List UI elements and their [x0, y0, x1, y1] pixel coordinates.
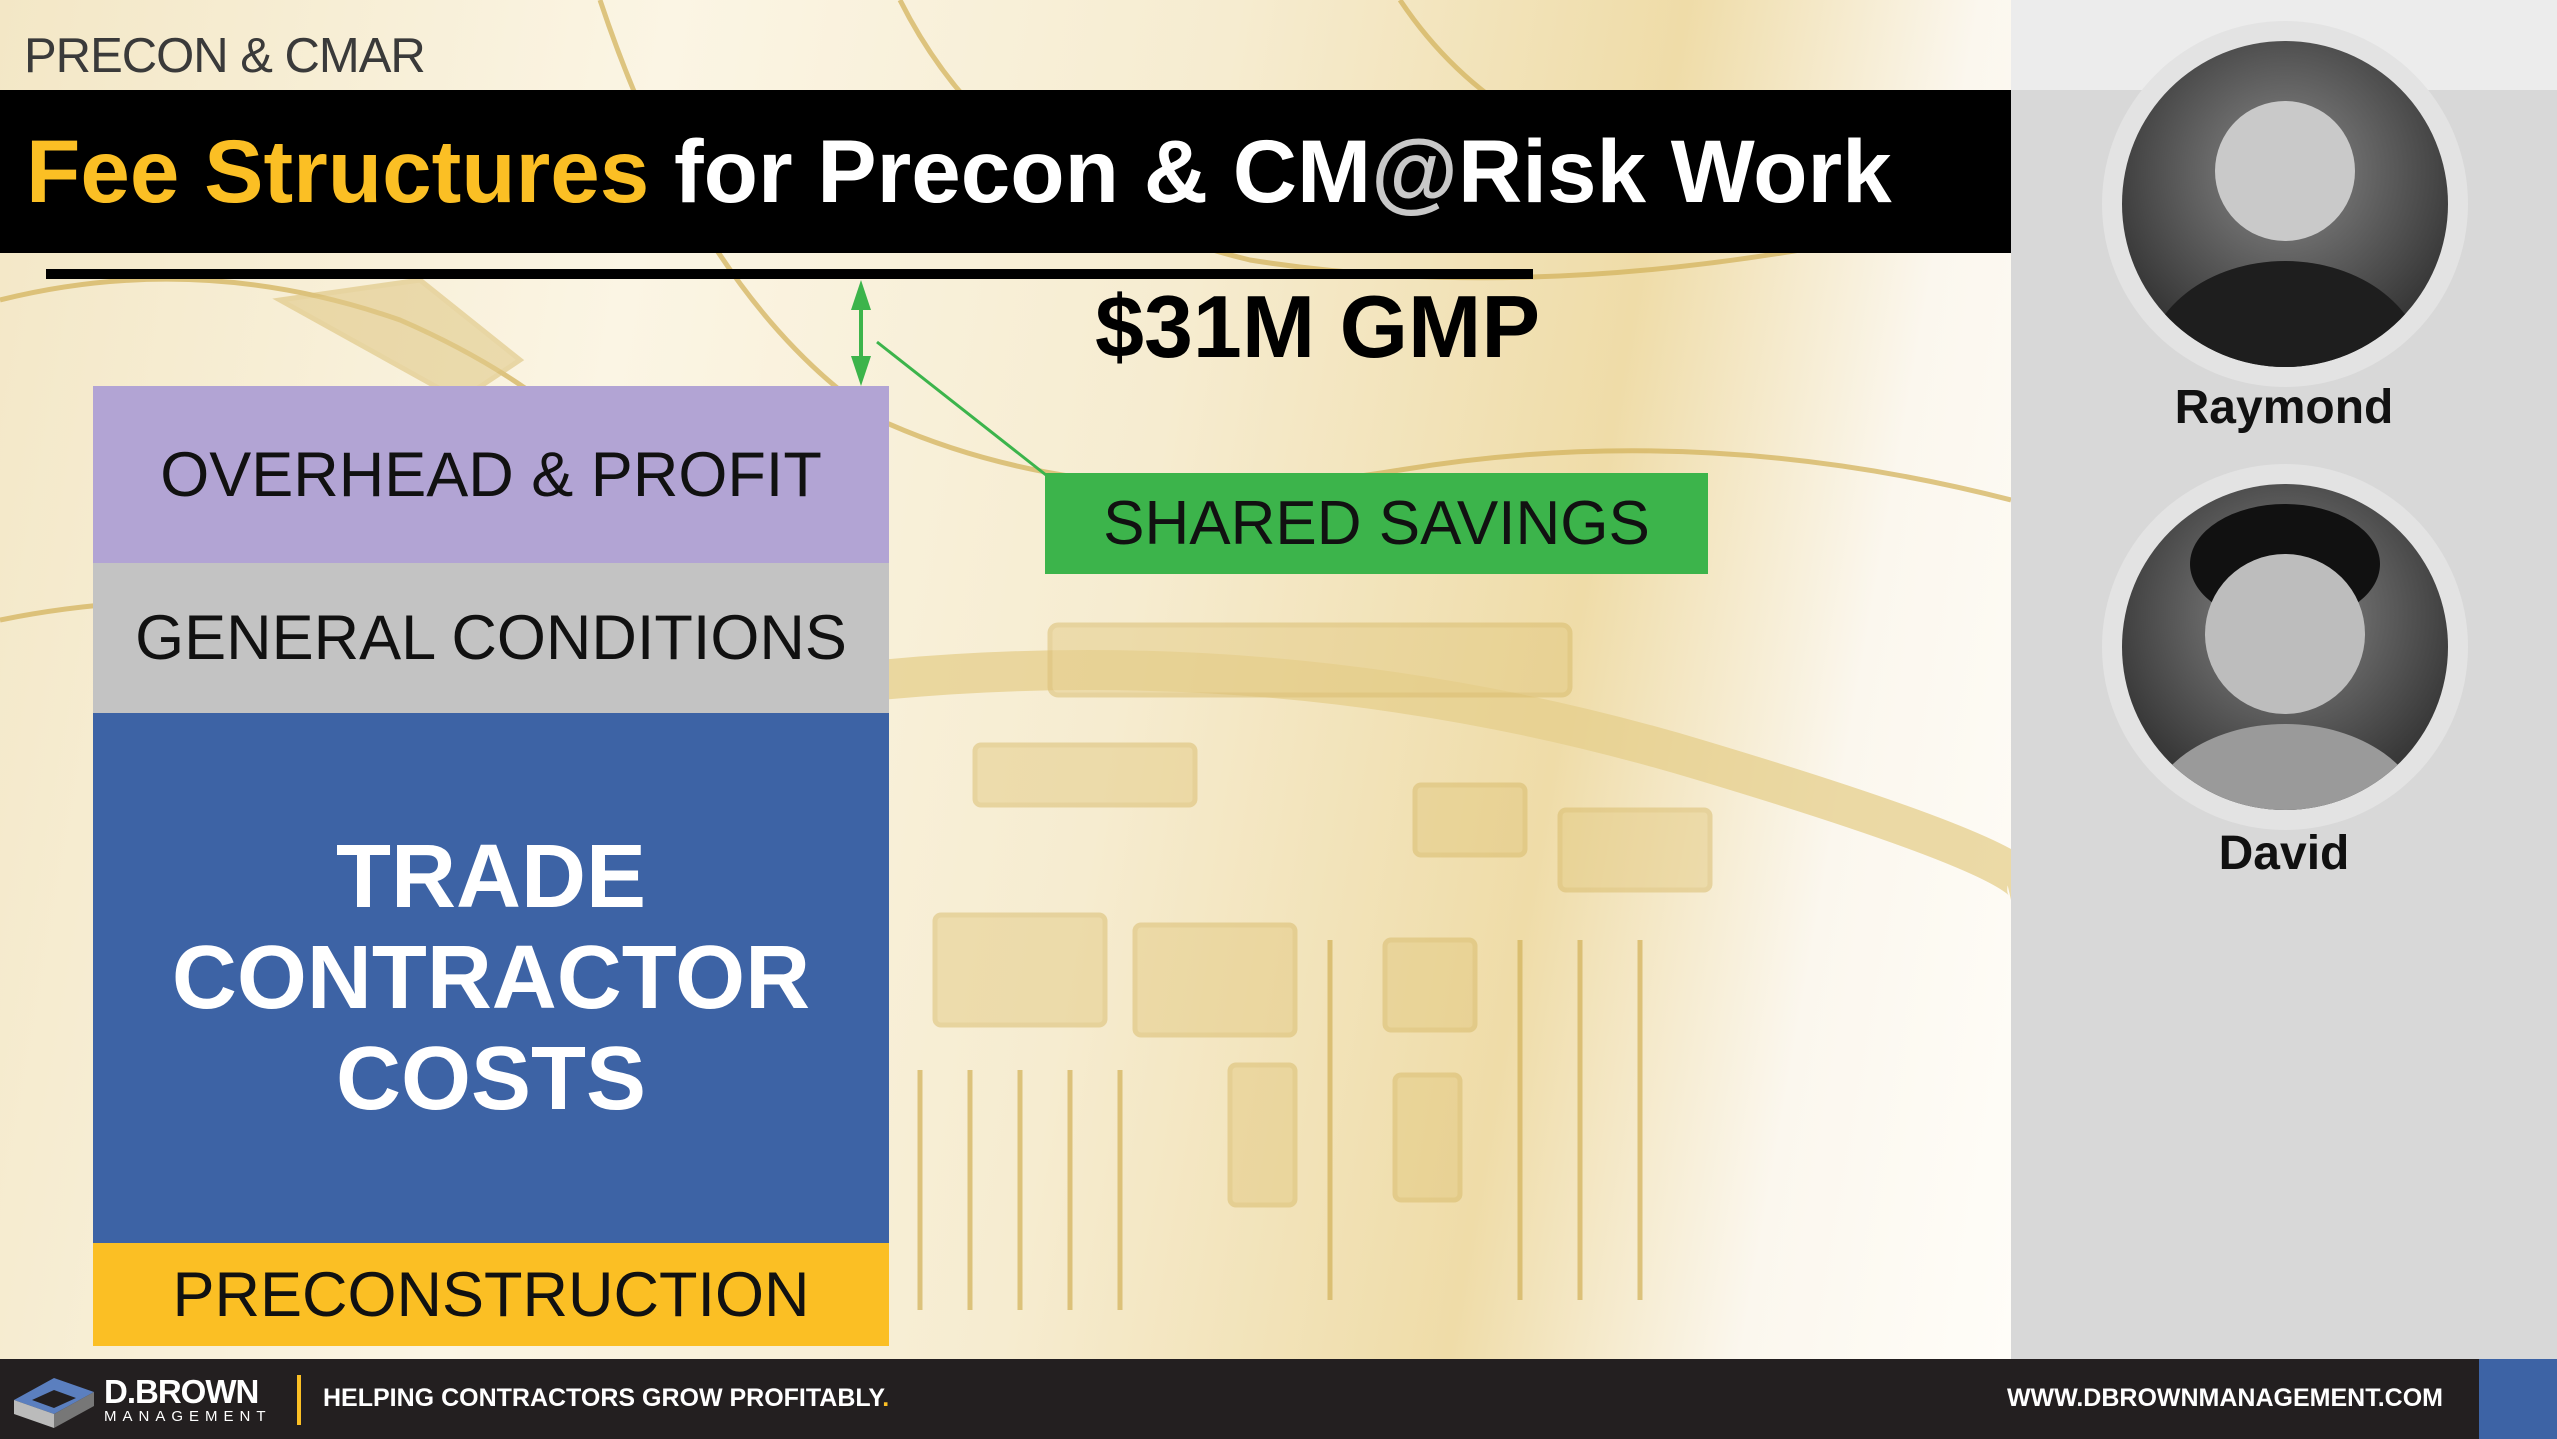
- title-highlight: Fee Structures: [26, 121, 650, 221]
- logo-name: D.BROWN: [104, 1373, 259, 1410]
- overhead-profit-block: OVERHEAD & PROFIT: [93, 386, 889, 563]
- title-bar: Fee Structures for Precon & CM @ Risk Work: [0, 90, 2011, 253]
- person-icon: [2145, 101, 2425, 367]
- presenter-photo-raymond: [2122, 41, 2448, 367]
- trade-contractor-costs-block: TRADE CONTRACTOR COSTS: [93, 713, 889, 1243]
- title-part1: for Precon & CM: [649, 121, 1372, 221]
- person-icon: [2146, 504, 2424, 810]
- title-part2: Risk Work: [1457, 121, 1892, 221]
- title-at: @: [1371, 121, 1458, 221]
- presenter-photo-david: [2122, 484, 2448, 810]
- footer-divider: [297, 1375, 301, 1425]
- presenter-name: Raymond: [2174, 381, 2394, 434]
- gmp-line: [46, 269, 1533, 279]
- preconstruction-block: PRECONSTRUCTION: [93, 1243, 889, 1346]
- general-conditions-block: GENERAL CONDITIONS: [93, 563, 889, 713]
- section-kicker: PRECON & CMAR: [24, 29, 426, 83]
- gmp-label: $31M GMP: [1095, 277, 1541, 376]
- footer-bar: [0, 1359, 2557, 1439]
- footer-accent: [2479, 1359, 2557, 1439]
- logo-subtitle: MANAGEMENT: [104, 1408, 272, 1425]
- tagline-text: HELPING CONTRACTORS GROW PROFITABLY: [323, 1384, 883, 1412]
- presenter-name: David: [2218, 827, 2350, 880]
- dbrown-logo-icon: [14, 1378, 94, 1428]
- tagline-dot: .: [882, 1384, 890, 1412]
- website-link[interactable]: WWW.DBROWNMANAGEMENT.COM: [2006, 1384, 2443, 1412]
- savings-arrow-icon: [851, 280, 1047, 477]
- footer-tagline: HELPING CONTRACTORS GROW PROFITABLY.: [323, 1384, 889, 1413]
- shared-savings-box: SHARED SAVINGS: [1045, 473, 1708, 574]
